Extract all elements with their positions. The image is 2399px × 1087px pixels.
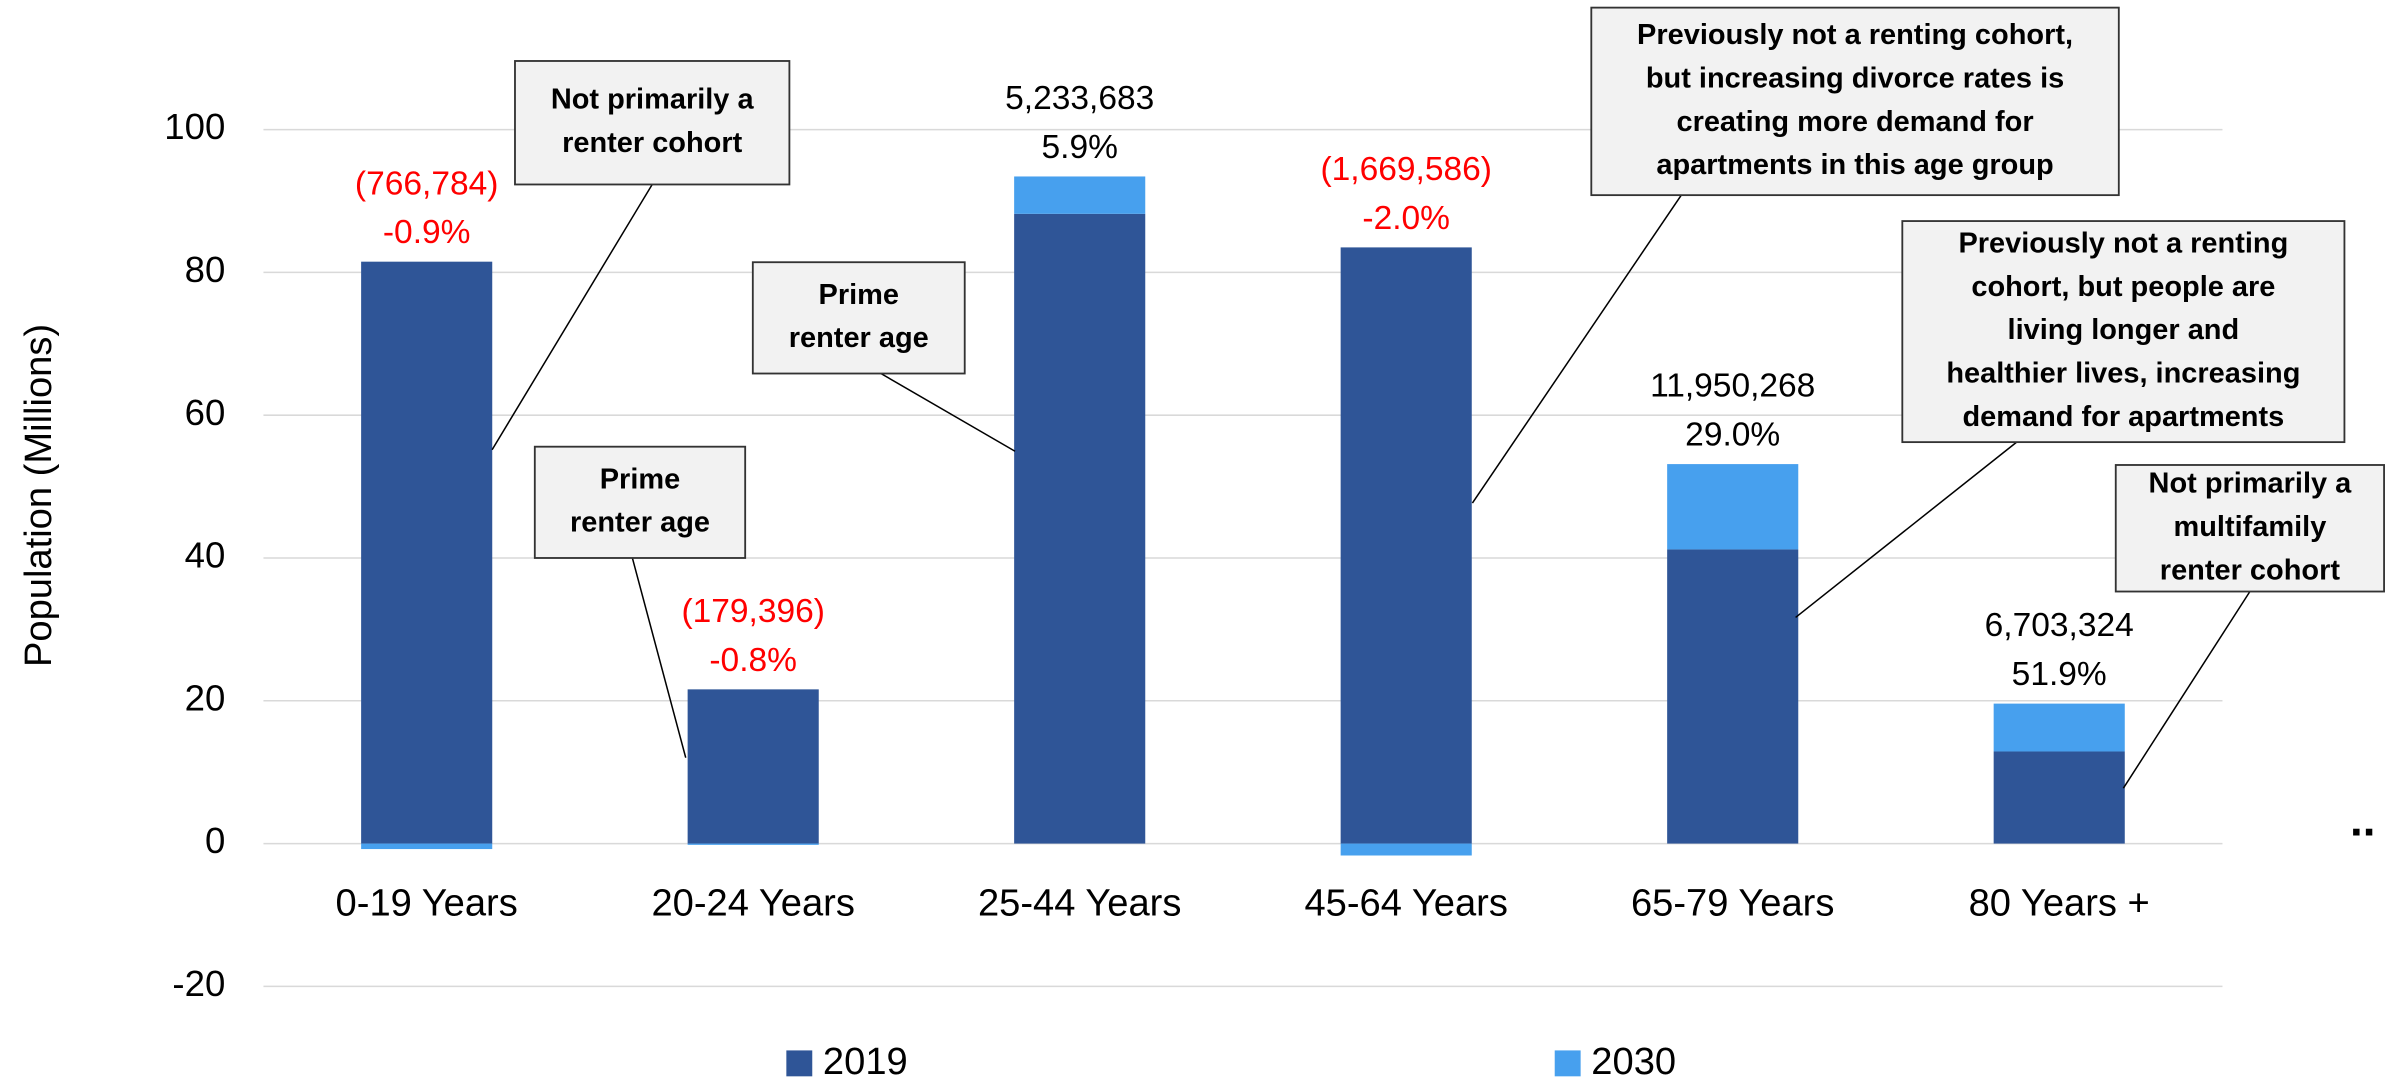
data-label-pct: 5.9% [1041,129,1117,166]
y-tick-label: 40 [185,535,226,576]
data-label: 5,233,683 [1005,80,1154,117]
data-label: (766,784) [355,165,498,202]
callout-text: Previously not a renting [1958,227,2288,259]
legend-swatch [786,1050,813,1077]
callout-text: apartments in this age group [1656,149,2053,181]
callout-leader [880,372,1016,452]
callout-box [2114,464,2385,593]
data-label: 6,703,324 [1985,607,2134,644]
callout-leader [1795,441,2018,619]
bar-segment [1340,843,1472,856]
y-tick-label: 60 [185,392,226,433]
callout-text: creating more demand for [1676,106,2033,138]
x-tick-label: 0-19 Years [336,883,518,925]
bar-segment [1014,213,1146,844]
data-label: 11,950,268 [1650,368,1815,405]
legend-label: 2019 [823,1041,908,1083]
callout-leader [1471,194,1682,504]
callout-text: Not primarily a [551,84,755,116]
x-tick-label: 45-64 Years [1304,883,1507,925]
legend-label: 2030 [1591,1041,1676,1083]
bar-segment [361,261,493,844]
bar-segment [1667,549,1799,844]
callout-text: multifamily [2173,511,2326,543]
callout-text: cohort, but people are [1971,271,2275,303]
callout-box [751,261,966,375]
callout-leader [631,557,687,758]
y-tick-label: 80 [185,249,226,290]
data-label-pct: -2.0% [1362,200,1450,237]
data-label-pct: 51.9% [2012,656,2107,693]
data-label-pct: -0.9% [383,214,471,251]
callout-text: Not primarily a [2149,467,2353,499]
callout-text: living longer and [2008,314,2240,346]
callout-box [1901,220,2346,444]
bar-segment [1993,703,2125,752]
data-label: (179,396) [681,593,824,630]
y-tick-label: -20 [172,963,225,1004]
callout-box [533,445,747,559]
callout-box [514,60,791,186]
legend-swatch [1554,1050,1581,1077]
bar-segment [1340,247,1472,844]
callout-text: healthier lives, increasing [1946,358,2300,390]
trailing-mark: .. [2350,794,2375,845]
bar-segment [687,689,819,844]
callout-text: demand for apartments [1962,401,2284,433]
bar-segment [1014,176,1146,214]
callout-text: renter age [570,507,710,539]
callout-text: Previously not a renting cohort, [1637,19,2073,51]
data-label-pct: 29.0% [1685,417,1780,454]
callout-text: Prime [819,279,899,311]
data-label-pct: -0.8% [709,642,797,679]
callout-text: renter age [789,322,929,354]
x-tick-label: 25-44 Years [978,883,1181,925]
callout-leader [2122,591,2251,789]
y-axis-label: Population (Millions) [18,324,60,667]
y-tick-label: 20 [185,677,226,718]
bar-segment [1993,751,2125,844]
bar-segment [361,843,493,850]
callout-text: but increasing divorce rates is [1646,62,2064,94]
bar-segment [1667,464,1799,550]
y-tick-label: 0 [205,820,225,861]
callout-leader [491,184,653,451]
x-tick-label: 65-79 Years [1631,883,1834,925]
bar-segment [687,843,819,845]
callout-text: Prime [600,463,680,495]
callout-box [1590,6,2120,197]
x-tick-label: 80 Years + [1969,883,2150,925]
data-label: (1,669,586) [1320,151,1491,188]
callout-text: renter cohort [562,127,743,159]
x-tick-label: 20-24 Years [651,883,854,925]
y-tick-label: 100 [164,106,225,147]
callout-text: renter cohort [2160,554,2341,586]
